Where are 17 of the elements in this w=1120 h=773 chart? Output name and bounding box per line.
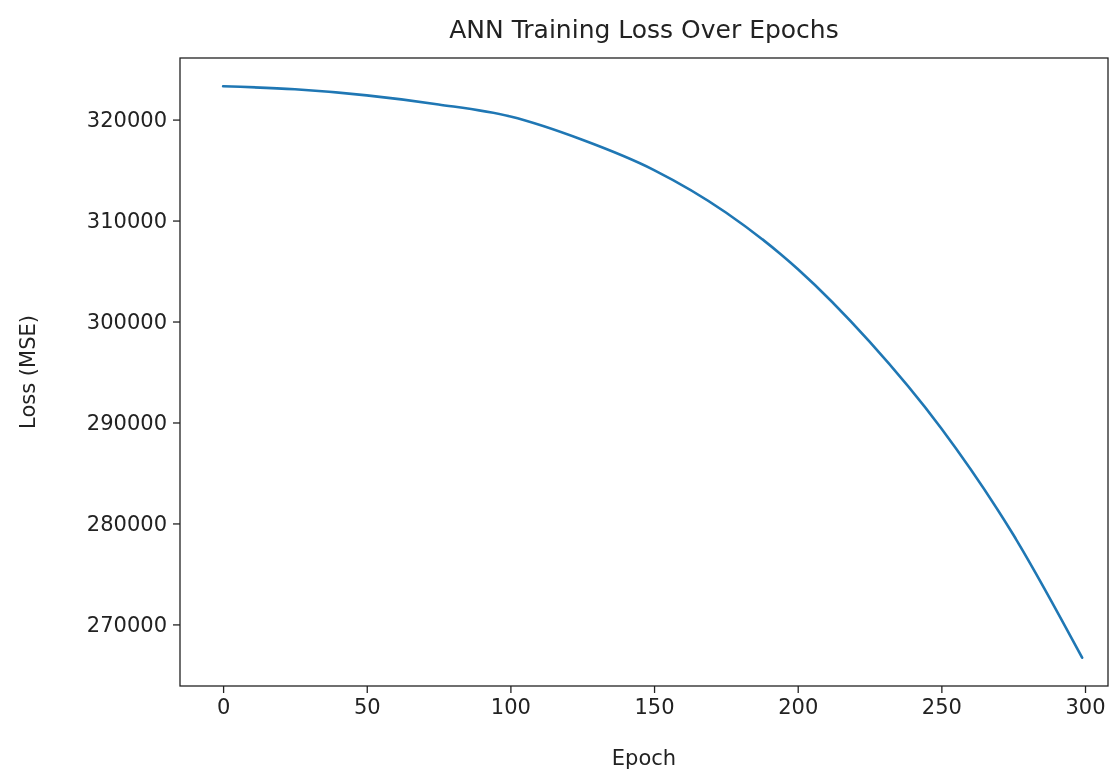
y-axis-title: Loss (MSE): [16, 315, 40, 429]
x-tick-label: 300: [1065, 694, 1106, 719]
y-tick-label: 290000: [86, 410, 167, 435]
y-tick-label: 310000: [86, 208, 167, 233]
x-tick-label: 200: [778, 694, 819, 719]
y-tick-label: 270000: [86, 612, 167, 637]
y-tick-label: 300000: [86, 309, 167, 334]
y-tick-label: 280000: [86, 511, 167, 536]
x-tick-label: 100: [490, 694, 531, 719]
x-tick-label: 50: [353, 694, 381, 719]
x-tick-label: 250: [921, 694, 962, 719]
y-tick-label: 320000: [86, 107, 167, 132]
x-tick-label: 150: [634, 694, 675, 719]
line-series: [221, 84, 1084, 660]
x-axis-title: Epoch: [611, 746, 677, 770]
chart-title: ANN Training Loss Over Epochs: [449, 15, 839, 44]
x-tick-label: 0: [216, 694, 231, 719]
